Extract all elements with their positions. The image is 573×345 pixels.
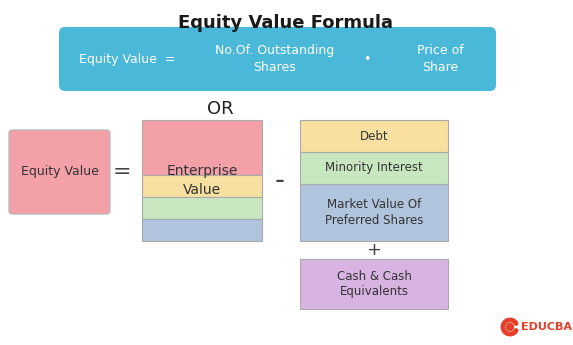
Text: Equity Value: Equity Value (21, 166, 99, 178)
Bar (142, 219, 262, 241)
Bar (142, 175, 262, 197)
Text: Enterprise
Value: Enterprise Value (166, 164, 238, 197)
Bar (300, 152, 448, 184)
Bar (300, 259, 448, 309)
Text: No.Of. Outstanding
Shares: No.Of. Outstanding Shares (215, 44, 335, 74)
Circle shape (507, 324, 513, 331)
Text: Equity Value  =: Equity Value = (79, 52, 175, 66)
Text: Equity Value Formula: Equity Value Formula (179, 14, 394, 32)
Text: •: • (363, 52, 371, 66)
Text: -: - (275, 167, 285, 195)
FancyBboxPatch shape (9, 130, 110, 214)
Text: Cash & Cash
Equivalents: Cash & Cash Equivalents (336, 269, 411, 298)
Text: Debt: Debt (360, 129, 388, 142)
Bar (300, 184, 448, 241)
Text: Market Value Of
Preferred Shares: Market Value Of Preferred Shares (325, 198, 423, 227)
Text: Minority Interest: Minority Interest (325, 161, 423, 175)
Bar (142, 120, 262, 175)
FancyBboxPatch shape (59, 27, 496, 91)
Bar (300, 120, 448, 152)
Text: EDUCBA: EDUCBA (521, 322, 572, 332)
Bar (142, 197, 262, 219)
Text: +: + (367, 241, 382, 259)
Text: =: = (113, 162, 131, 182)
Text: Price of
Share: Price of Share (417, 44, 464, 74)
Text: OR: OR (207, 100, 233, 118)
